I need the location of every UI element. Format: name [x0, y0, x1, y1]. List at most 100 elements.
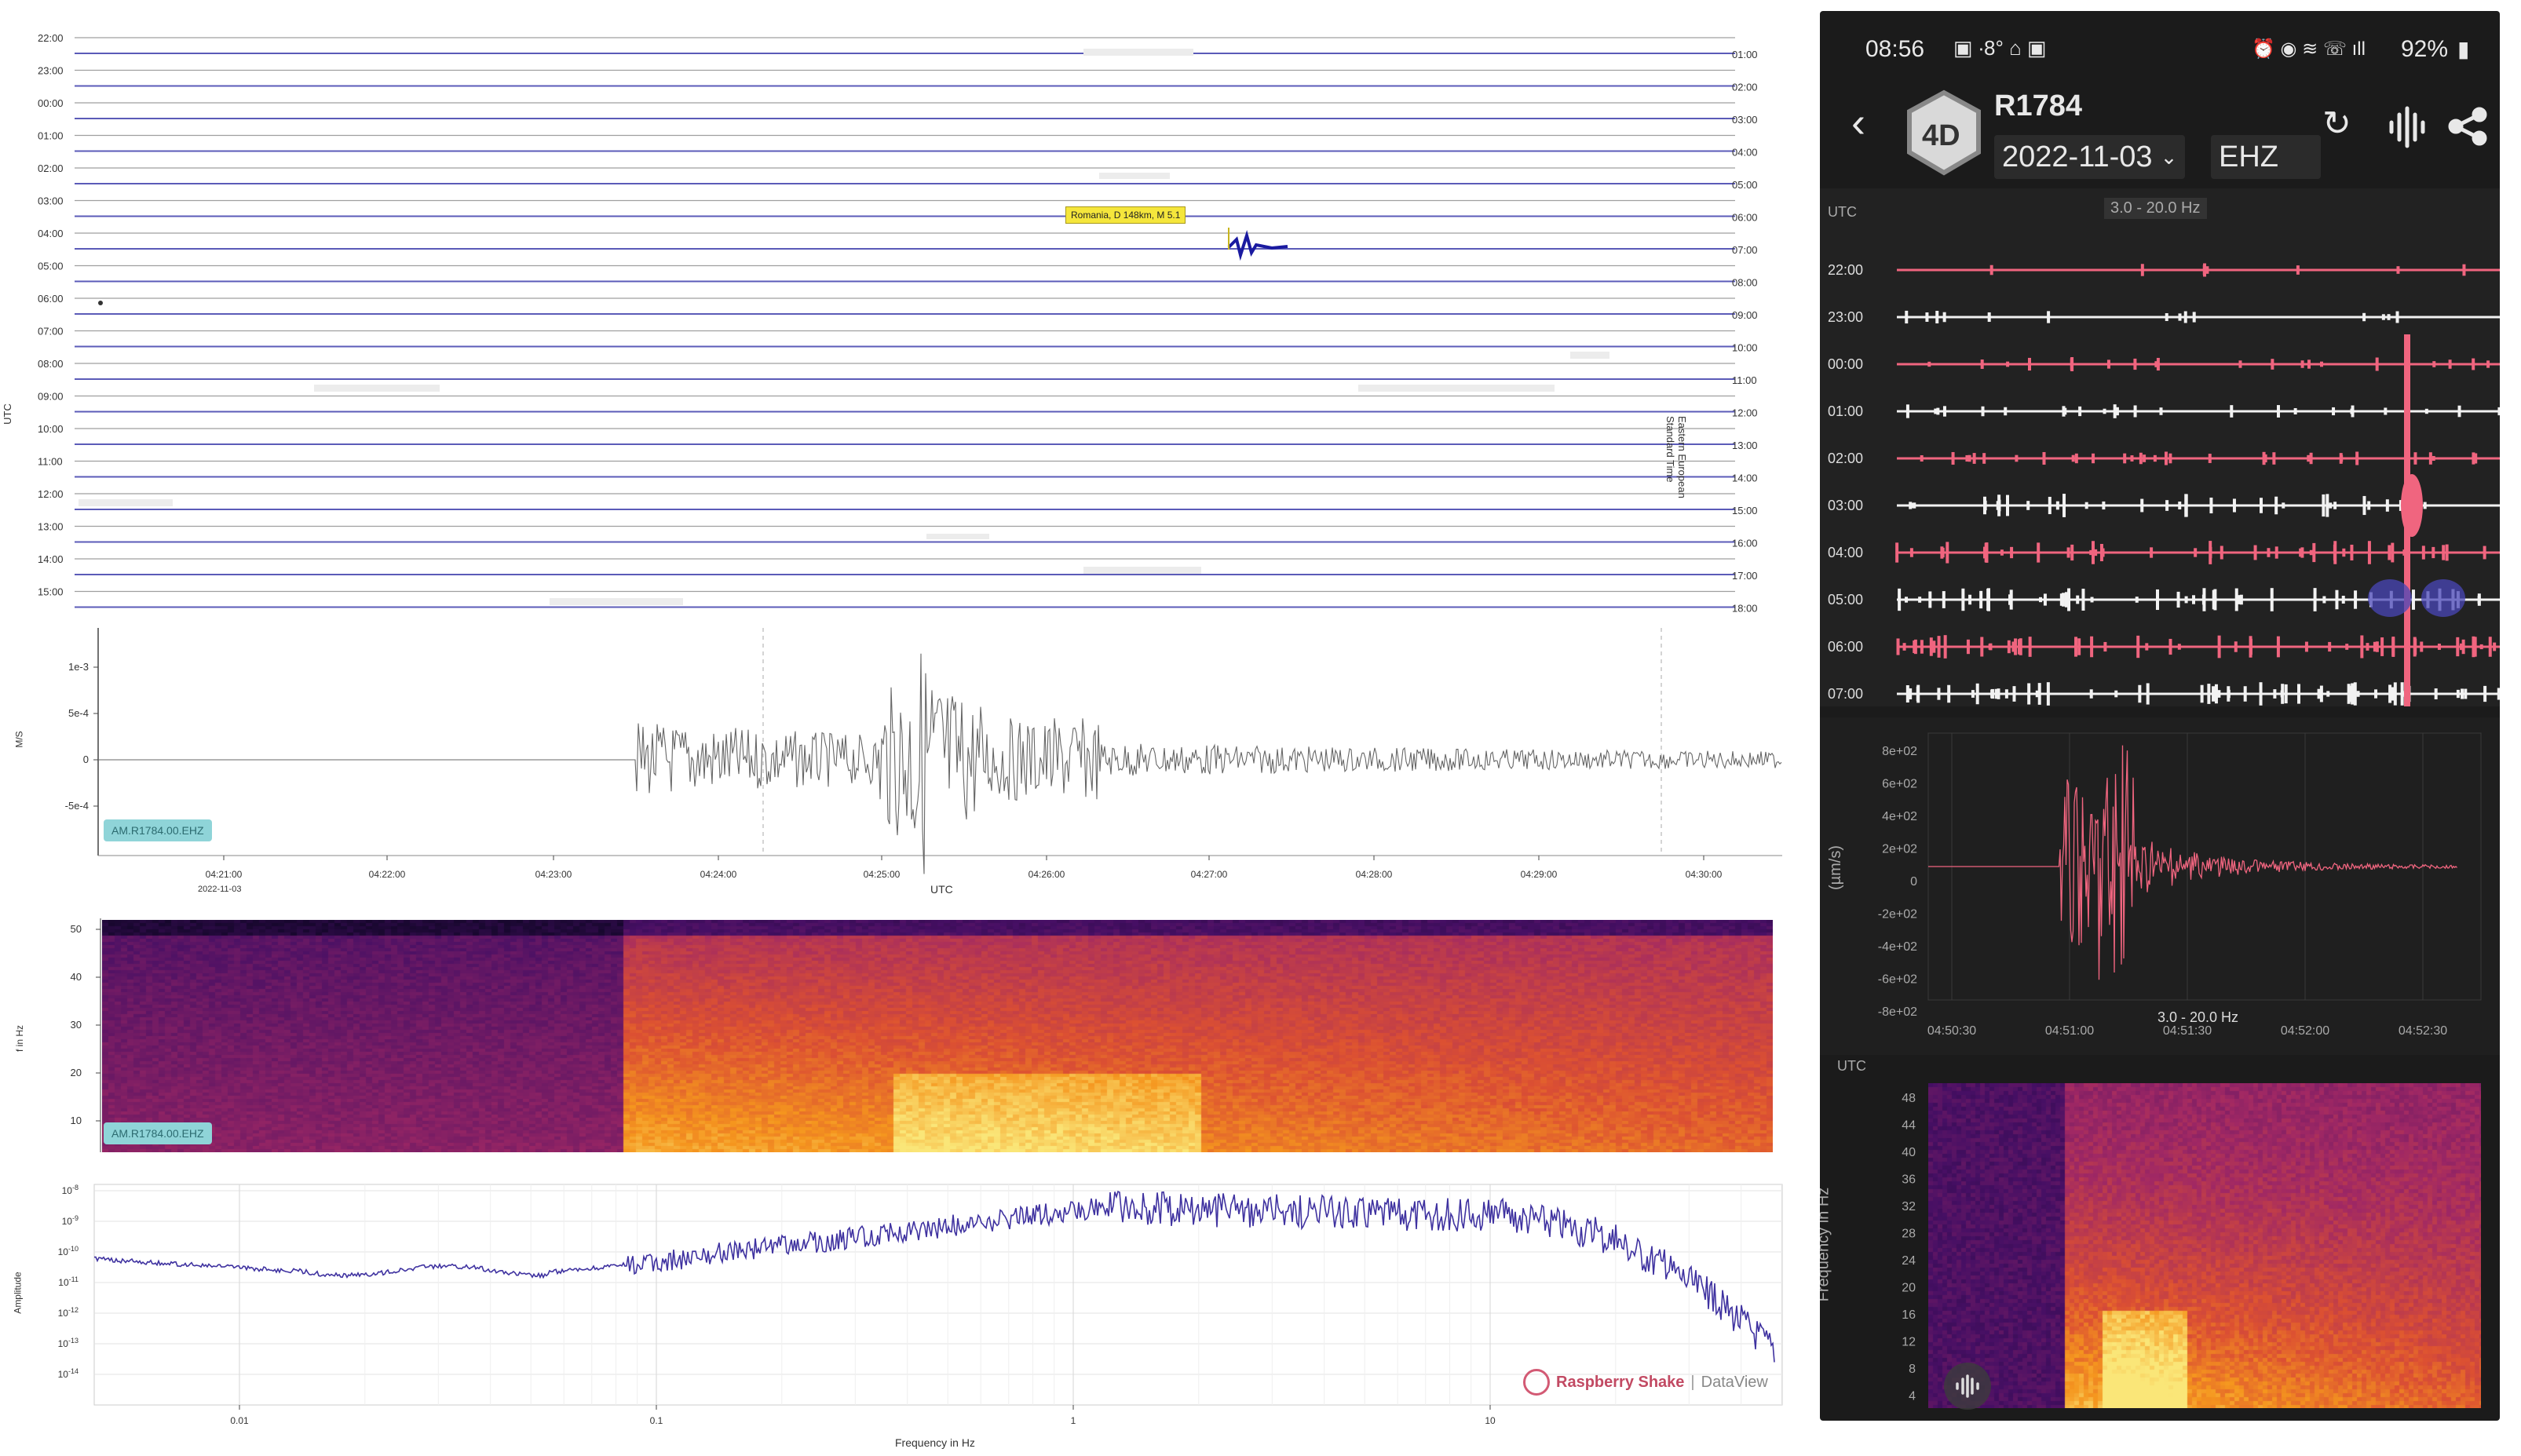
- waveform-y-tick-label: 5e-4: [68, 707, 89, 719]
- share-icon[interactable]: [2448, 107, 2487, 146]
- phone-wave-y-tick-label: 0: [1910, 875, 1917, 889]
- heli-left-hour-label: 04:00: [38, 228, 64, 239]
- heli-right-hour-label: 07:00: [1732, 244, 1758, 256]
- phone-spec-y-tick-label: 48: [1902, 1092, 1916, 1105]
- heli-data-gap: [314, 385, 440, 392]
- waveform-fab-icon[interactable]: [1944, 1363, 1991, 1410]
- heli-right-hour-label: 03:00: [1732, 114, 1758, 126]
- helicorder-left-axis-label: UTC: [1, 403, 13, 425]
- phone-spec-y-tick-label: 8: [1909, 1363, 1916, 1376]
- heli-left-hour-label: 15:00: [38, 586, 64, 598]
- spectrum-x-tick-label: 1: [1071, 1415, 1076, 1426]
- phone-heli-hour-label: 01:00: [1828, 403, 1863, 419]
- brand-name: Raspberry Shake: [1556, 1373, 1685, 1391]
- heli-data-gap: [1083, 567, 1201, 574]
- spectrum-x-tick-label: 0.01: [230, 1415, 249, 1426]
- heli-right-hour-label: 09:00: [1732, 309, 1758, 321]
- phone-wave-y-tick-label: 8e+02: [1882, 745, 1917, 758]
- waveform-x-tick-label: 04:30:00: [1686, 869, 1723, 880]
- phone-wave-y-tick-label: -8e+02: [1878, 1005, 1917, 1019]
- phone-heli-hour-label: 04:00: [1828, 545, 1863, 560]
- brand-icon: [1523, 1369, 1550, 1396]
- heli-data-gap: [1358, 385, 1555, 392]
- waveform-trace: [98, 653, 1782, 874]
- spectrogram-y-tick-label: 30: [71, 1019, 82, 1031]
- phone-heli-hour-label: 02:00: [1828, 451, 1863, 466]
- date-selector[interactable]: 2022-11-03 ⌄: [1994, 135, 2186, 179]
- phone-heli-hour-label: 23:00: [1828, 309, 1863, 325]
- spectrogram-channel-tag: AM.R1784.00.EHZ: [104, 1122, 212, 1144]
- heli-right-hour-label: 14:00: [1732, 473, 1758, 484]
- helicorder-plot: 22:00 23:00 00:00 01:00 02:00 03:00 04:00 05:00…: [38, 32, 1758, 620]
- heli-left-hour-label: 13:00: [38, 521, 64, 533]
- event-tag[interactable]: Romania, D 148km, M 5.1: [1065, 206, 1186, 224]
- heli-right-hour-label: 12:00: [1732, 407, 1758, 419]
- channel-value: EHZ: [2219, 140, 2278, 173]
- spectrum-trace: [94, 1190, 1775, 1363]
- phone-wave-x-tick-label: 04:50:30: [1927, 1024, 1976, 1038]
- waveform-date: 2022-11-03: [198, 885, 242, 894]
- heli-right-hour-label: 06:00: [1732, 212, 1758, 224]
- chevron-down-icon: ⌄: [2160, 144, 2178, 169]
- waveform-ylabel: M/S: [13, 731, 25, 748]
- heli-left-hour-label: 11:00: [38, 456, 63, 468]
- phone-spec-ylabel: Frequency in Hz: [1820, 1187, 1832, 1302]
- heli-left-hour-label: 03:00: [38, 195, 64, 207]
- status-right-icons: ⏰ ◉ ≋ ☏ ıll: [2252, 38, 2366, 60]
- spectrum-y-tick-label: 10-10: [58, 1245, 79, 1257]
- heli-right-hour-label: 02:00: [1732, 82, 1758, 93]
- waveform-channel-tag: AM.R1784.00.EHZ: [104, 819, 212, 841]
- phone-heli-hour-label: 05:00: [1828, 592, 1863, 608]
- phone-wave-y-tick-label: 2e+02: [1882, 843, 1917, 856]
- phone-heli-utc: UTC: [1828, 204, 1857, 220]
- heli-left-hour-label: 02:00: [38, 162, 64, 174]
- heli-left-hour-label: 09:00: [38, 391, 64, 403]
- phone-heli-hour-label: 07:00: [1828, 686, 1863, 702]
- heli-left-hour-label: 23:00: [38, 65, 64, 77]
- phone-wave-filter: 3.0 - 20.0 Hz: [2157, 1009, 2239, 1025]
- spectrum-x-tick-label: 10: [1485, 1415, 1496, 1426]
- heli-left-hour-label: 12:00: [38, 488, 64, 500]
- battery-icon: ▮: [2457, 37, 2470, 61]
- heli-left-hour-label: 10:00: [38, 423, 64, 435]
- waveform-y-tick-label: -5e-4: [65, 800, 89, 812]
- heli-right-hour-label: 08:00: [1732, 277, 1758, 289]
- waveform-x-tick-label: 04:27:00: [1191, 869, 1228, 880]
- phone-wave-utc: UTC: [1837, 1058, 1866, 1074]
- heli-data-gap: [79, 499, 173, 506]
- waveform-plot: 1e-3 5e-4 0 -5e-4 04:21:00 04:22:00 04:23:00 04…: [65, 628, 1782, 880]
- refresh-icon[interactable]: ↻: [2322, 104, 2351, 143]
- phone-spec-y-tick-label: 4: [1909, 1390, 1916, 1403]
- heli-left-hour-label: 06:00: [38, 293, 64, 305]
- spectrogram-y-tick-label: 20: [71, 1067, 82, 1078]
- heli-left-hour-label: 14:00: [38, 553, 64, 565]
- heli-right-hour-label: 17:00: [1732, 570, 1758, 582]
- waveform-x-tick-label: 04:22:00: [369, 869, 406, 880]
- heli-right-hour-label: 05:00: [1732, 179, 1758, 191]
- phone-wave-x-tick-label: 04:51:00: [2045, 1024, 2094, 1038]
- spectrogram-y-tick-label: 10: [71, 1115, 82, 1126]
- spectrogram-axes: 50 40 30 20 10: [71, 918, 101, 1152]
- heli-left-hour-label: 05:00: [38, 261, 64, 272]
- phone-wave-x-tick-label: 04:52:30: [2399, 1024, 2447, 1038]
- phone-wave-y-tick-label: -4e+02: [1878, 940, 1917, 954]
- phone-waveform-plot: 8e+02 6e+02 4e+02 2e+02 0 -2e+02 -4e+02 -6e+02 -…: [1878, 732, 2482, 1038]
- phone-heli-earthquake-blob: [2401, 474, 2423, 537]
- brand-sub: DataView: [1701, 1373, 1768, 1391]
- heli-left-hour-label: 00:00: [38, 97, 64, 109]
- spectrum-plot: 10-8 10-9 10-10 10-11 10-12 10-13 10-14 0.01 0.1…: [58, 1184, 1783, 1426]
- badge-hexagon: [1907, 89, 1981, 176]
- status-time: 08:56: [1865, 36, 1925, 62]
- heli-left-hour-label: 16:00: [38, 619, 64, 620]
- mobile-app-screenshot: 08:56 ▣ ∙8° ⌂ ▣ ⏰ ◉ ≋ ☏ ıll 92% ▮ ‹ 4D R…: [1820, 11, 2500, 1421]
- phone-heli-selection-handle: [2368, 579, 2412, 617]
- back-icon[interactable]: ‹: [1851, 99, 1865, 146]
- status-battery: 92%: [2401, 36, 2449, 62]
- phone-spectrogram-axes: 48 44 40 36 32 28 24 20 16 12 8 4: [1902, 1092, 1916, 1403]
- phone-wave-y-tick-label: -2e+02: [1878, 908, 1917, 921]
- heli-left-hour-label: 07:00: [38, 326, 64, 338]
- heli-right-hour-label: 18:00: [1732, 603, 1758, 615]
- waveform-icon[interactable]: [2385, 105, 2429, 149]
- channel-selector[interactable]: EHZ: [2211, 135, 2321, 179]
- waveform-x-tick-label: 04:23:00: [535, 869, 572, 880]
